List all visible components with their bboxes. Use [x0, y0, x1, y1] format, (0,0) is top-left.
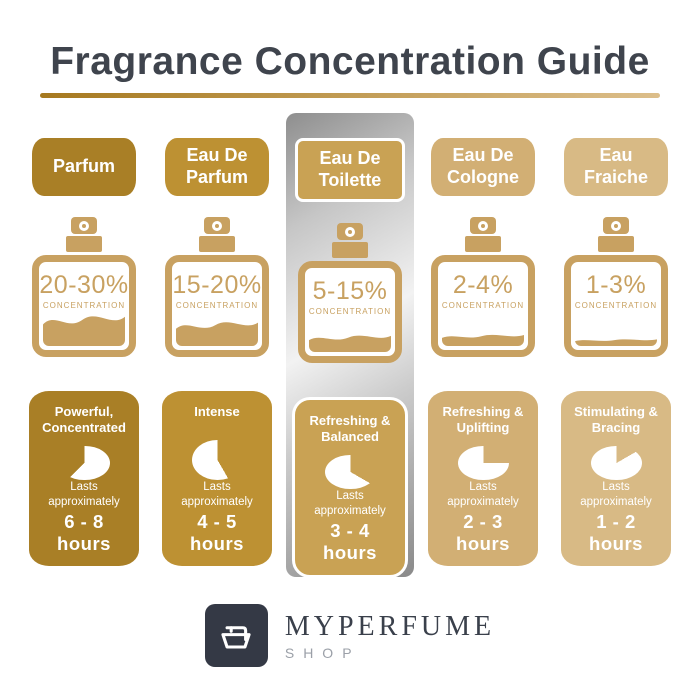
column-eau-de-parfum: Eau De Parfum 15-20% CONCENTRATION Inten… [161, 138, 273, 578]
header-chip: Parfum [32, 138, 136, 196]
liquid-fill [575, 337, 657, 346]
card-description: Intense [194, 404, 240, 419]
perfume-bottle-icon: 5-15% CONCENTRATION [298, 223, 402, 363]
header-chip: Eau De Parfum [165, 138, 269, 196]
concentration-label: CONCENTRATION [308, 307, 392, 316]
liquid-fill [43, 306, 125, 346]
lasts-label: Lasts approximately [314, 490, 386, 517]
bottle-body: 5-15% CONCENTRATION [298, 261, 402, 363]
duration-value: 4 - 5 hours [190, 511, 244, 554]
title-underline [40, 93, 660, 98]
duration-value: 6 - 8 hours [57, 511, 111, 554]
bottle-body: 20-30% CONCENTRATION [32, 255, 136, 357]
spray-nozzle-icon [603, 217, 629, 234]
columns-row: Parfum 20-30% CONCENTRATION Powerful, Co… [28, 138, 672, 578]
bottle-body: 1-3% CONCENTRATION [564, 255, 668, 357]
concentration-value: 1-3% [585, 271, 647, 299]
bottle-collar [598, 236, 634, 252]
header-chip: Eau Fraiche [564, 138, 668, 196]
column-eau-de-cologne: Eau De Cologne 2-4% CONCENTRATION Refres… [427, 138, 539, 578]
card-description: Refreshing & Balanced [309, 413, 391, 445]
info-card: Intense Lasts approximately 4 - 5 hours [162, 391, 272, 566]
bottle-collar [332, 242, 368, 258]
bottle-collar [66, 236, 102, 252]
brand-name: MYPERFUME [284, 610, 496, 642]
clock-icon [590, 445, 642, 481]
concentration-value: 15-20% [172, 271, 262, 299]
bottle-body: 15-20% CONCENTRATION [165, 255, 269, 357]
info-card: Powerful, Concentrated Lasts approximate… [29, 391, 139, 566]
page-title: Fragrance Concentration Guide [50, 40, 650, 83]
concentration-value: 2-4% [452, 271, 514, 299]
liquid-fill [309, 330, 391, 352]
spray-nozzle-icon [470, 217, 496, 234]
lasts-label: Lasts approximately [181, 481, 253, 508]
clock-icon [58, 445, 110, 481]
duration-value: 3 - 4 hours [323, 520, 377, 563]
column-parfum: Parfum 20-30% CONCENTRATION Powerful, Co… [28, 138, 140, 578]
column-eau-fraiche: Eau Fraiche 1-3% CONCENTRATION Stimulati… [560, 138, 672, 578]
clock-icon [191, 439, 243, 481]
clock-icon [324, 454, 376, 490]
brand-subtitle: SHOP [284, 644, 361, 661]
liquid-fill [442, 331, 524, 346]
perfume-bottle-icon: 1-3% CONCENTRATION [564, 217, 668, 357]
footer: MYPERFUME SHOP [0, 604, 700, 667]
duration-value: 1 - 2 hours [589, 511, 643, 554]
spray-nozzle-icon [337, 223, 363, 240]
liquid-fill [176, 314, 258, 346]
lasts-label: Lasts approximately [48, 481, 120, 508]
info-card: Refreshing & Uplifting Lasts approximate… [428, 391, 538, 566]
brand-text: MYPERFUME SHOP [285, 611, 495, 661]
concentration-label: CONCENTRATION [441, 301, 525, 310]
card-description: Stimulating & Bracing [574, 404, 658, 436]
card-description: Powerful, Concentrated [42, 404, 126, 436]
concentration-label: CONCENTRATION [574, 301, 658, 310]
lasts-label: Lasts approximately [580, 481, 652, 508]
perfume-bottle-icon: 15-20% CONCENTRATION [165, 217, 269, 357]
concentration-value: 20-30% [39, 271, 129, 299]
lasts-label: Lasts approximately [447, 481, 519, 508]
info-card: Refreshing & Balanced Lasts approximatel… [292, 397, 408, 578]
concentration-label: CONCENTRATION [175, 301, 259, 310]
header-chip: Eau De Cologne [431, 138, 535, 196]
bottle-collar [465, 236, 501, 252]
shop-logo [204, 604, 268, 667]
duration-value: 2 - 3 hours [456, 511, 510, 554]
header-chip: Eau De Toilette [295, 138, 405, 202]
concentration-label: CONCENTRATION [42, 301, 126, 310]
info-card: Stimulating & Bracing Lasts approximatel… [561, 391, 671, 566]
perfume-flask-icon [221, 625, 251, 649]
card-description: Refreshing & Uplifting [442, 404, 524, 436]
bottle-collar [199, 236, 235, 252]
clock-icon [457, 445, 509, 481]
perfume-bottle-icon: 20-30% CONCENTRATION [32, 217, 136, 357]
spray-nozzle-icon [71, 217, 97, 234]
concentration-value: 5-15% [312, 277, 388, 305]
column-eau-de-toilette: Eau De Toilette 5-15% CONCENTRATION Refr… [292, 138, 408, 578]
perfume-bottle-icon: 2-4% CONCENTRATION [431, 217, 535, 357]
spray-nozzle-icon [204, 217, 230, 234]
bottle-body: 2-4% CONCENTRATION [431, 255, 535, 357]
